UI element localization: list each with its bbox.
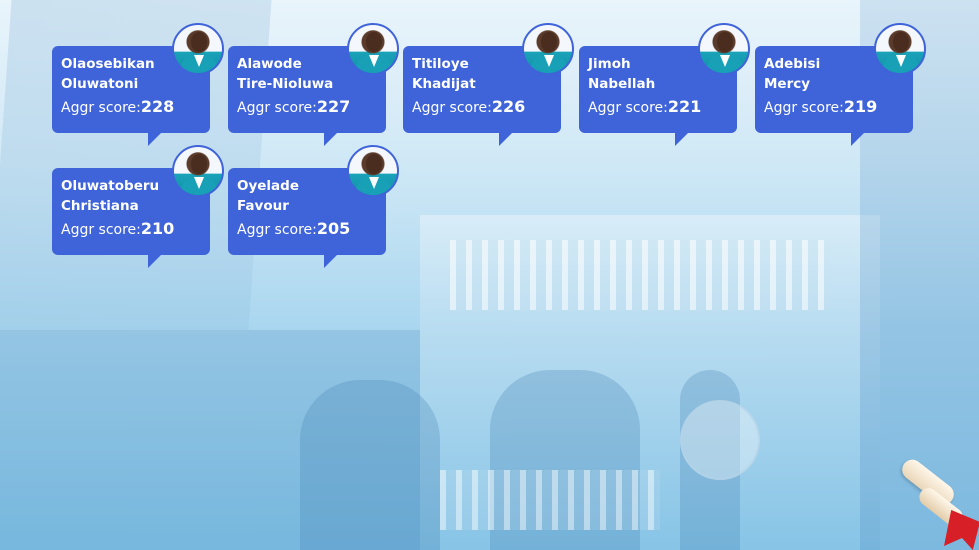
student-name: Titiloye Khadijat (412, 56, 476, 92)
student-card: Alawode Tire-Nioluwa Aggr score:227 (228, 46, 386, 146)
student-photo-avatar (172, 145, 224, 197)
student-photo-avatar (698, 23, 750, 75)
student-name: Adebisi Mercy (764, 56, 821, 92)
aggregate-score: Aggr score:226 (412, 97, 526, 117)
student-card: Titiloye Khadijat Aggr score:226 (403, 46, 561, 146)
student-name: Oluwatoberu Christiana (61, 178, 160, 214)
aggregate-score: Aggr score:205 (237, 219, 351, 239)
certificate-scroll-icon (892, 455, 979, 550)
school-emblem-icon (680, 400, 760, 480)
student-name: Oyelade Favour (237, 178, 299, 214)
aggregate-score: Aggr score:219 (764, 97, 878, 117)
student-photo-avatar (874, 23, 926, 75)
student-photo-avatar (172, 23, 224, 75)
student-name: Alawode Tire-Nioluwa (237, 56, 334, 92)
aggregate-score: Aggr score:210 (61, 219, 175, 239)
aggregate-score: Aggr score:228 (61, 97, 175, 117)
student-name: Jimoh Nabellah (588, 56, 656, 92)
aggregate-score: Aggr score:227 (237, 97, 351, 117)
student-card: Adebisi Mercy Aggr score:219 (755, 46, 913, 146)
student-photo-avatar (347, 145, 399, 197)
student-card: Oluwatoberu Christiana Aggr score:210 (52, 168, 210, 268)
aggregate-score: Aggr score:221 (588, 97, 702, 117)
student-photo-avatar (522, 23, 574, 75)
student-photo-avatar (347, 23, 399, 75)
student-name: Olaosebikan Oluwatoni (61, 56, 155, 92)
